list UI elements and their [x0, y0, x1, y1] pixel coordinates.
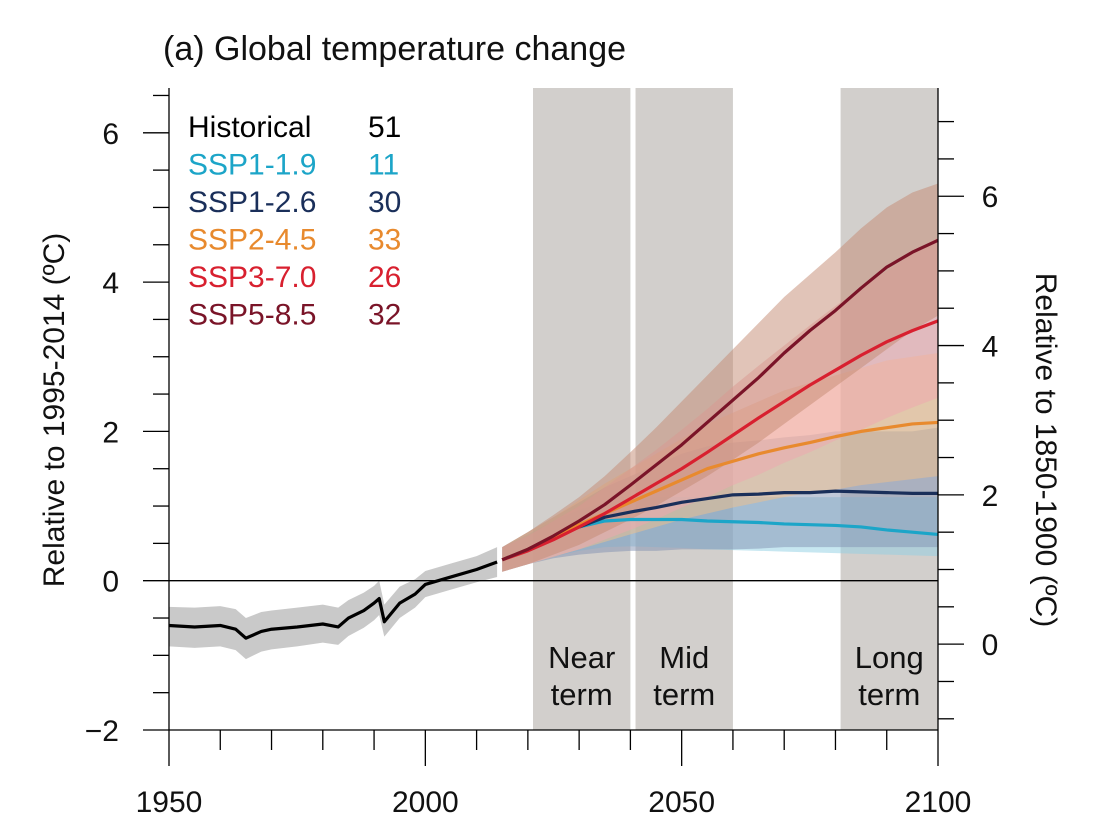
right-axis-label: Relative to 1850-1900 (ºC): [1029, 273, 1062, 627]
line-ssp2-4-5: [501, 420, 939, 562]
period-label-mid-term: Mid: [659, 640, 709, 675]
x-tick-label: 2100: [905, 786, 972, 819]
left-tick-label: 2: [102, 416, 119, 449]
x-tick-label: 2000: [392, 786, 459, 819]
period-label-near-term: Near: [548, 640, 615, 675]
x-tick-label: 2050: [648, 786, 715, 819]
right-tick-label: 2: [982, 480, 999, 513]
band-ssp5-8-5: [502, 183, 938, 572]
right-tick-label: 4: [982, 331, 999, 364]
left-tick-label: 4: [102, 267, 119, 300]
line-ssp5-8-5: [501, 238, 939, 562]
line-ssp3-7-0: [501, 319, 939, 562]
legend-name-ssp1-1-9: SSP1-1.9: [188, 149, 316, 182]
right-tick-label: 0: [982, 629, 999, 662]
left-tick-label: 0: [102, 566, 119, 599]
left-tick-label: 6: [102, 118, 119, 151]
period-label-mid-term-line2: term: [653, 677, 715, 712]
legend-count-historical: 51: [368, 111, 401, 144]
x-tick-label: 1950: [136, 786, 203, 819]
left-axis-label: Relative to 1995-2014 (ºC): [38, 233, 71, 587]
period-label-long-term: Long: [855, 640, 924, 675]
period-label-near-term-line2: term: [551, 677, 613, 712]
right-tick-label: 6: [982, 181, 999, 214]
legend-name-ssp2-4-5: SSP2-4.5: [188, 224, 316, 257]
left-tick-label: −2: [85, 715, 119, 748]
legend-name-ssp3-7-0: SSP3-7.0: [188, 261, 316, 294]
legend-name-historical: Historical: [188, 111, 311, 144]
series-lines: [168, 238, 939, 640]
band-historical: [169, 547, 498, 660]
legend-count-ssp5-8-5: 32: [368, 299, 401, 332]
period-label-long-term-line2: term: [858, 677, 920, 712]
legend-count-ssp2-4-5: 33: [368, 224, 401, 257]
period-near-term: [532, 88, 631, 730]
legend: Historical 51 SSP1-1.9 11 SSP1-2.6 30 SSP2-4.5…: [188, 111, 401, 332]
chart-title: (a) Global temperature change: [163, 30, 626, 68]
legend-name-ssp5-8-5: SSP5-8.5: [188, 299, 316, 332]
legend-count-ssp1-1-9: 11: [368, 149, 399, 182]
legend-name-ssp1-2-6: SSP1-2.6: [188, 186, 316, 219]
legend-count-ssp3-7-0: 26: [368, 261, 401, 294]
axes: −2 0 2 4 6 0 2 4 6 1950 2000 2050 2100: [85, 88, 999, 819]
legend-count-ssp1-2-6: 30: [368, 186, 401, 219]
